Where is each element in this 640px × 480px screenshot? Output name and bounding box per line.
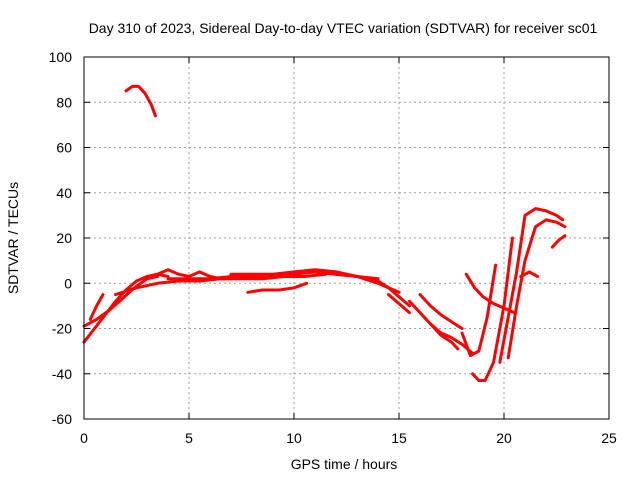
x-tick-label: 15 (391, 430, 407, 446)
grid-layer (84, 57, 609, 419)
series-arc-i (246, 281, 309, 294)
x-tick-label: 0 (80, 430, 88, 446)
series-arc-t (519, 270, 540, 278)
series-arc-b (82, 275, 159, 328)
series-arc-m (418, 293, 464, 330)
series-arc-p (464, 272, 516, 315)
y-axis-label: SDTVAR / TECUs (5, 182, 21, 294)
series-arc-k (387, 293, 411, 315)
series-arc-r (498, 207, 565, 364)
series-arc-u (550, 234, 567, 249)
x-tick-label: 25 (601, 430, 617, 446)
series-layer (82, 84, 567, 382)
series-arc-q (471, 236, 514, 382)
y-tick-label: -60 (52, 411, 72, 427)
y-tick-label: -40 (52, 366, 72, 382)
y-tick-label: 20 (56, 230, 72, 246)
y-tick-label: 80 (56, 94, 72, 110)
x-tick-label: 5 (185, 430, 193, 446)
series-arc-n (429, 322, 460, 351)
tick-layer: 0 5 10 15 20 25 -60 -40 -20 0 20 40 60 80 100 (49, 49, 617, 446)
y-tick-label: 100 (49, 49, 73, 65)
series-arc-c (88, 293, 105, 321)
series-arc-l (408, 299, 474, 355)
series-arc-j (313, 270, 411, 308)
x-axis-label: GPS time / hours (291, 456, 398, 472)
series-arc-s (506, 218, 567, 360)
series-arc-d (124, 84, 157, 118)
y-tick-label: -20 (52, 321, 72, 337)
x-tick-label: 20 (496, 430, 512, 446)
y-tick-label: 60 (56, 140, 72, 156)
y-tick-label: 40 (56, 185, 72, 201)
y-tick-label: 0 (64, 275, 72, 291)
x-tick-label: 10 (286, 430, 302, 446)
series-arc-o (460, 263, 498, 358)
chart-title: Day 310 of 2023, Sidereal Day-to-day VTE… (89, 20, 598, 36)
